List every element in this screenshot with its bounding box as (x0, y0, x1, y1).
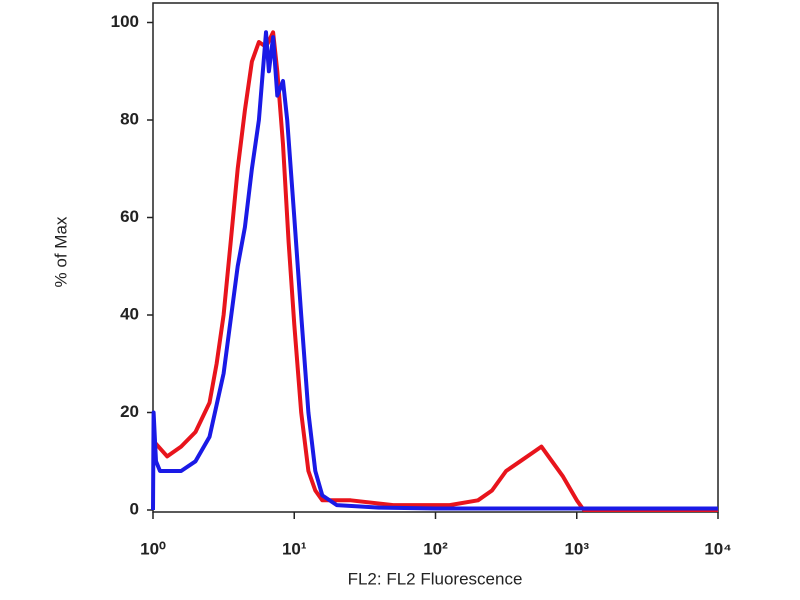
y-tick-label: 20 (120, 402, 139, 421)
x-tick-label: 10¹ (282, 539, 307, 558)
x-tick-label: 10³ (564, 539, 589, 558)
y-tick-label: 60 (120, 207, 139, 226)
y-axis-label: % of Max (51, 216, 70, 287)
x-tick-label: 10² (423, 539, 448, 558)
series-line (152, 30, 718, 512)
series-line (151, 30, 718, 511)
y-tick-label: 100 (111, 12, 139, 31)
x-axis-label: FL2: FL2 Fluorescence (348, 569, 523, 588)
y-tick-label: 0 (130, 499, 139, 518)
x-tick-label: 10⁰ (140, 539, 166, 558)
y-tick-label: 80 (120, 109, 139, 128)
x-tick-label: 10⁴ (704, 539, 731, 558)
y-tick-label: 40 (120, 304, 139, 323)
